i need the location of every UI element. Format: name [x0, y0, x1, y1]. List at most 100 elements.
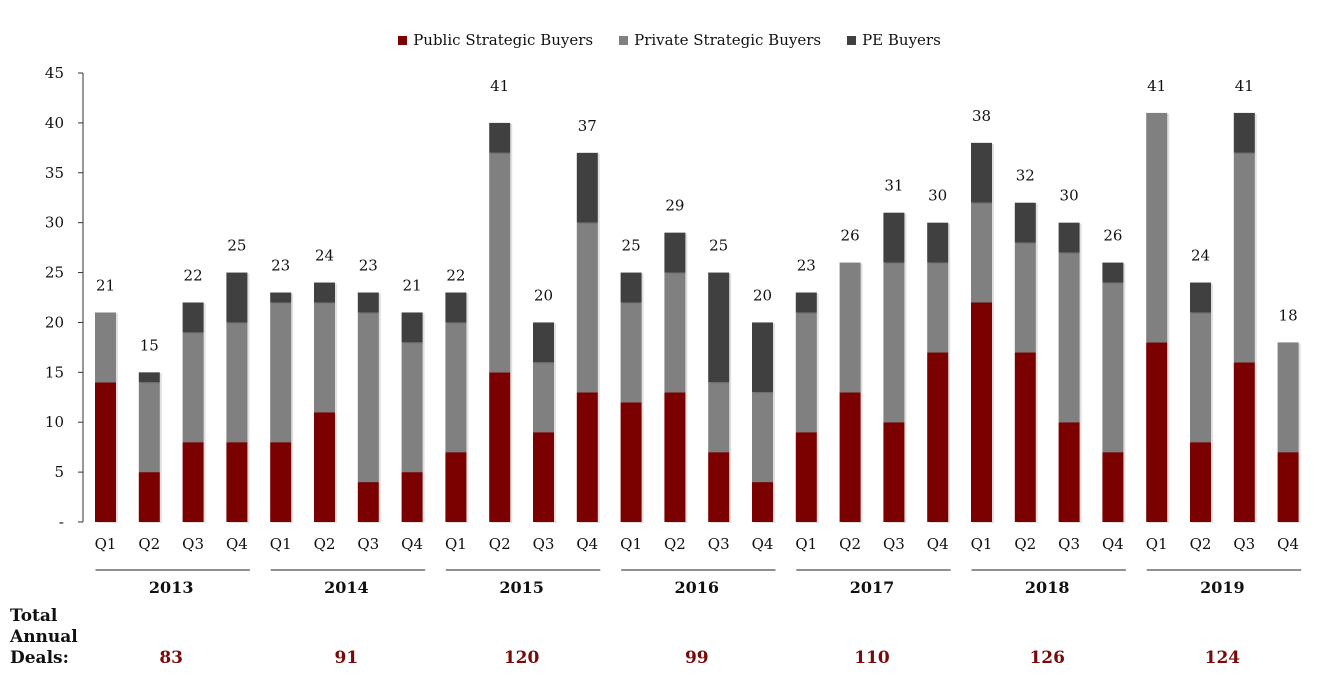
bar-segment-public-strategic-buyers — [1190, 442, 1211, 522]
bar-segment-public-strategic-buyers — [1277, 452, 1299, 522]
legend-item-public: Public Strategic Buyers — [398, 31, 593, 49]
bar-segment-private-strategic-buyers — [270, 302, 292, 443]
y-tick-label: - — [59, 513, 64, 531]
bar-segment-public-strategic-buyers — [489, 372, 511, 522]
bar-segment-private-strategic-buyers — [576, 222, 598, 393]
bar-total-label: 22 — [446, 266, 465, 284]
chart-legend: Public Strategic Buyers Private Strategi… — [0, 31, 1339, 49]
bar-segment-pe-buyers — [927, 222, 949, 263]
bar-segment-pe-buyers — [971, 142, 992, 203]
y-tick-label: 35 — [45, 164, 64, 182]
bar-total-label: 21 — [403, 276, 422, 294]
annual-total-value: 91 — [334, 648, 359, 668]
bar-segment-pe-buyers — [226, 272, 248, 323]
bar-segment-public-strategic-buyers — [182, 442, 204, 522]
annual-total-value: 124 — [1204, 648, 1241, 668]
bar-segment-private-strategic-buyers — [752, 392, 773, 483]
bar-segment-private-strategic-buyers — [533, 362, 554, 433]
bar-segment-public-strategic-buyers — [1102, 452, 1124, 522]
bar-total-label: 23 — [797, 257, 816, 275]
bar-segment-private-strategic-buyers — [664, 272, 686, 393]
annual-total-value: 83 — [159, 648, 184, 668]
bar-total-label: 23 — [271, 257, 290, 275]
bar-total-label: 20 — [534, 286, 553, 304]
annual-total-value: 110 — [854, 648, 890, 668]
bar-segment-pe-buyers — [664, 232, 686, 273]
legend-swatch-private — [619, 35, 629, 45]
bar-segment-private-strategic-buyers — [401, 342, 423, 473]
bar-segment-public-strategic-buyers — [1014, 352, 1036, 522]
bar-segment-public-strategic-buyers — [927, 352, 949, 522]
bar-total-label: 24 — [315, 247, 334, 265]
bar-segment-public-strategic-buyers — [664, 392, 686, 522]
x-tick-label: Q3 — [883, 535, 905, 553]
x-tick-label: Q1 — [795, 535, 817, 553]
y-tick-label: 10 — [45, 413, 64, 431]
bar-segment-private-strategic-buyers — [927, 262, 949, 353]
y-tick-label: 5 — [54, 463, 64, 481]
legend-swatch-public — [398, 35, 408, 45]
bar-total-label: 15 — [140, 336, 159, 354]
bar-segment-private-strategic-buyers — [226, 322, 248, 443]
bar-total-label: 23 — [359, 257, 378, 275]
bar-segment-public-strategic-buyers — [445, 452, 467, 522]
bar-segment-private-strategic-buyers — [1190, 312, 1211, 443]
bar-segment-public-strategic-buyers — [270, 442, 292, 522]
year-label: 2013 — [149, 578, 194, 597]
x-tick-label: Q1 — [445, 535, 467, 553]
bar-total-label: 41 — [490, 77, 509, 95]
x-tick-label: Q2 — [489, 535, 511, 553]
x-tick-label: Q3 — [357, 535, 379, 553]
x-tick-label: Q2 — [138, 535, 160, 553]
x-tick-label: Q3 — [533, 535, 555, 553]
bar-total-label: 22 — [184, 266, 203, 284]
x-tick-label: Q4 — [927, 535, 949, 553]
annual-total-value: 126 — [1029, 648, 1065, 668]
bar-total-label: 32 — [1016, 167, 1035, 185]
x-tick-label: Q1 — [971, 535, 993, 553]
bar-segment-pe-buyers — [620, 272, 642, 303]
legend-label-public: Public Strategic Buyers — [413, 31, 594, 49]
x-tick-label: Q1 — [620, 535, 642, 553]
bar-segment-private-strategic-buyers — [445, 322, 467, 453]
bar-segment-pe-buyers — [883, 212, 905, 263]
y-tick-label: 30 — [45, 214, 64, 232]
y-tick-label: 20 — [45, 313, 64, 331]
y-tick-label: 15 — [45, 363, 64, 381]
bar-segment-public-strategic-buyers — [1233, 362, 1255, 522]
x-tick-label: Q2 — [314, 535, 336, 553]
bar-segment-pe-buyers — [795, 292, 817, 313]
year-label: 2018 — [1025, 578, 1070, 597]
bar-segment-public-strategic-buyers — [1058, 422, 1080, 522]
bar-segment-pe-buyers — [1058, 222, 1080, 253]
bar-segment-private-strategic-buyers — [489, 152, 511, 373]
bar-segment-pe-buyers — [533, 322, 554, 363]
bar-total-label: 30 — [1060, 187, 1079, 205]
x-tick-label: Q3 — [1058, 535, 1080, 553]
x-tick-label: Q3 — [182, 535, 204, 553]
bar-total-label: 25 — [622, 237, 641, 255]
x-tick-label: Q1 — [95, 535, 117, 553]
bar-segment-private-strategic-buyers — [1146, 112, 1168, 343]
bar-total-label: 38 — [972, 107, 991, 125]
x-tick-label: Q1 — [1146, 535, 1168, 553]
bar-segment-private-strategic-buyers — [795, 312, 817, 433]
bar-segment-public-strategic-buyers — [1146, 342, 1168, 522]
bar-segment-private-strategic-buyers — [620, 302, 642, 403]
bar-segment-pe-buyers — [270, 292, 292, 303]
x-tick-label: Q4 — [1277, 535, 1299, 553]
x-tick-label: Q2 — [839, 535, 861, 553]
bar-segment-pe-buyers — [138, 372, 160, 383]
year-label: 2019 — [1200, 578, 1245, 597]
bar-segment-public-strategic-buyers — [795, 432, 817, 522]
bar-segment-public-strategic-buyers — [95, 382, 116, 522]
bar-total-label: 26 — [1103, 227, 1122, 245]
x-tick-label: Q2 — [1190, 535, 1212, 553]
bar-total-label: 37 — [578, 117, 597, 135]
bar-segment-pe-buyers — [1233, 112, 1255, 153]
bar-segment-public-strategic-buyers — [357, 482, 379, 522]
bar-segment-pe-buyers — [314, 282, 335, 303]
bar-segment-private-strategic-buyers — [182, 332, 204, 443]
bar-total-label: 26 — [841, 227, 860, 245]
